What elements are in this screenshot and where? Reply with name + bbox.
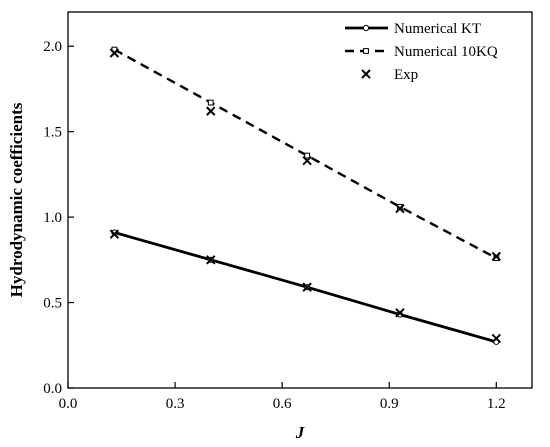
y-tick-label: 1.5: [43, 125, 62, 141]
marker-x-stroke: [395, 203, 405, 214]
marker-x-stroke: [491, 251, 502, 262]
marker-x: [302, 282, 312, 292]
x-tick-label: 0.3: [166, 396, 185, 412]
marker-x-stroke: [491, 333, 502, 344]
series-layer: [109, 46, 502, 345]
legend-item: Exp: [361, 67, 418, 83]
marker-square: [207, 99, 214, 106]
marker-x-stroke: [361, 69, 371, 79]
legend-item: Numerical 10KQ: [345, 44, 498, 60]
legend-label: Numerical KT: [394, 21, 481, 37]
y-axis-label: Hydrodynamic coefficients: [7, 102, 26, 297]
plot-frame: [67, 11, 533, 389]
marker-square: [304, 152, 311, 159]
marker-square: [363, 48, 369, 54]
marker-x-stroke: [109, 48, 120, 58]
marker-x: [109, 48, 120, 58]
marker-x-stroke: [206, 106, 216, 116]
marker-x-stroke: [302, 155, 312, 166]
marker-x: [109, 229, 120, 239]
marker-x: [302, 155, 312, 166]
ticks: 0.0 0.3 0.6 0.9 1.2 0.0 0.5 1.0 1.5 2.0: [43, 39, 505, 412]
marker-x-stroke: [302, 282, 312, 292]
y-tick-label: 0.5: [43, 296, 62, 312]
x-axis-label: J: [295, 423, 305, 442]
marker-circle: [362, 24, 370, 32]
marker-x-stroke: [206, 255, 216, 265]
marker-x: [491, 333, 502, 344]
marker-x: [395, 203, 405, 214]
marker-x: [206, 255, 216, 265]
plot-border: [67, 11, 533, 389]
x-tick-label: 0.9: [380, 396, 399, 412]
x-tick-label: 0.6: [273, 396, 292, 412]
y-tick-label: 2.0: [43, 39, 62, 55]
x-tick-label: 0.0: [59, 396, 78, 412]
series-line: [113, 48, 497, 260]
marker-x: [395, 308, 405, 318]
y-tick-label: 1.0: [43, 210, 62, 226]
legend: Numerical KT Numerical 10KQ Exp: [345, 21, 498, 83]
legend-label: Exp: [394, 67, 418, 83]
series-2: [109, 48, 502, 344]
series-1: [111, 46, 500, 262]
marker-x-stroke: [109, 229, 120, 239]
marker-x: [361, 69, 371, 79]
legend-label: Numerical 10KQ: [394, 44, 498, 60]
x-tick-label: 1.2: [487, 396, 506, 412]
series-0: [111, 229, 500, 345]
marker-x: [206, 106, 216, 116]
marker-x-stroke: [395, 308, 405, 318]
legend-item: Numerical KT: [345, 21, 481, 37]
y-tick-label: 0.0: [43, 381, 62, 397]
marker-x: [491, 251, 502, 262]
